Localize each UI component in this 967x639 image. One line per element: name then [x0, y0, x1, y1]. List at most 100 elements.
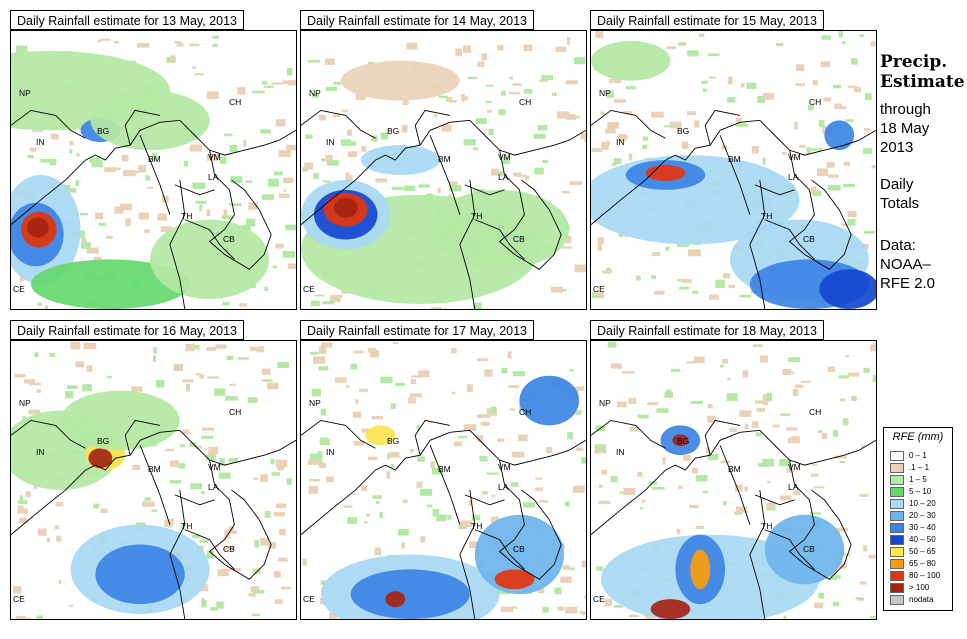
- rain-speckle: [721, 145, 728, 150]
- rain-speckle: [80, 212, 88, 216]
- rain-speckle: [169, 480, 182, 484]
- rain-speckle: [436, 514, 447, 522]
- rain-speckle: [123, 169, 136, 177]
- rain-speckle: [683, 455, 691, 461]
- rain-speckle: [93, 256, 102, 261]
- rain-speckle: [606, 267, 612, 271]
- country-label-in: IN: [326, 137, 335, 147]
- rain-speckle: [859, 493, 869, 497]
- rain-speckle: [80, 242, 91, 249]
- rain-speckle: [810, 148, 824, 151]
- country-label-np: NP: [309, 398, 321, 408]
- rain-speckle: [594, 291, 604, 297]
- rain-speckle: [628, 397, 637, 404]
- country-label-cb: CB: [803, 234, 815, 244]
- rain-speckle: [387, 453, 391, 460]
- rain-speckle: [194, 73, 205, 76]
- rain-speckle: [823, 97, 832, 102]
- rain-speckle: [707, 453, 719, 461]
- rain-speckle: [810, 186, 817, 195]
- rain-speckle: [537, 586, 545, 594]
- rain-speckle: [542, 159, 549, 164]
- rain-speckle: [565, 80, 578, 85]
- rain-area: [90, 90, 210, 151]
- rain-speckle: [555, 46, 567, 52]
- rain-speckle: [834, 455, 847, 459]
- map-panel-15-may: Daily Rainfall estimate for 15 May, 2013…: [590, 10, 877, 310]
- rain-speckle: [181, 524, 185, 529]
- rain-speckle: [210, 607, 218, 611]
- rain-speckle: [369, 350, 380, 358]
- country-label-th: TH: [181, 521, 193, 531]
- rain-speckle: [229, 203, 242, 207]
- country-label-th: TH: [471, 211, 483, 221]
- rain-speckle: [656, 408, 669, 413]
- rain-speckle: [44, 305, 49, 309]
- rain-speckle: [403, 185, 416, 192]
- rain-speckle: [535, 487, 543, 492]
- rain-speckle: [471, 514, 481, 521]
- rain-speckle: [566, 114, 576, 120]
- rain-speckle: [682, 141, 689, 150]
- rain-speckle: [864, 230, 876, 234]
- rain-speckle: [19, 495, 23, 503]
- rain-speckle: [407, 397, 416, 404]
- rain-speckle: [418, 184, 430, 188]
- rain-speckle: [628, 153, 633, 161]
- rain-speckle: [608, 78, 622, 84]
- legend-swatch: [890, 571, 904, 581]
- country-label-th: TH: [181, 211, 193, 221]
- rain-speckle: [705, 447, 711, 454]
- rain-speckle: [278, 149, 291, 158]
- legend-label: 80 – 100: [909, 571, 941, 580]
- rain-speckle: [319, 346, 327, 354]
- rain-speckle: [836, 562, 847, 569]
- legend-label: 5 – 10: [909, 487, 932, 496]
- rain-speckle: [274, 599, 283, 605]
- rain-speckle: [488, 128, 494, 136]
- rain-area: [340, 60, 460, 101]
- rain-speckle: [722, 359, 729, 364]
- rain-speckle: [347, 517, 357, 524]
- rainfall-map-graphic: [301, 37, 586, 309]
- rainfall-map: NP CH IN BG BM VM LA TH CB CE: [300, 340, 587, 620]
- rain-speckle: [783, 615, 787, 619]
- rainfall-map: NP CH IN BG BM VM LA TH CB CE: [10, 340, 297, 620]
- rain-speckle: [845, 119, 854, 123]
- rain-speckle: [416, 481, 423, 488]
- rain-speckle: [735, 117, 742, 124]
- rain-speckle: [83, 342, 97, 350]
- rain-speckle: [839, 398, 846, 402]
- country-label-la: LA: [788, 172, 799, 182]
- rain-speckle: [353, 440, 365, 446]
- rain-speckle: [569, 369, 574, 372]
- rain-speckle: [333, 81, 345, 85]
- legend-swatch: [890, 595, 904, 605]
- rain-area: [690, 549, 711, 590]
- rain-area: [474, 514, 565, 595]
- rain-area: [764, 514, 845, 585]
- rain-speckle: [843, 161, 851, 166]
- rain-speckle: [600, 141, 609, 150]
- country-label-ce: CE: [303, 284, 315, 294]
- legend-label: 0 – 1: [909, 451, 927, 460]
- rain-speckle: [106, 375, 112, 379]
- rain-speckle: [390, 464, 394, 468]
- rain-speckle: [271, 82, 283, 85]
- rain-speckle: [481, 53, 488, 61]
- legend-swatch: [890, 463, 904, 473]
- rain-speckle: [174, 41, 182, 44]
- rain-speckle: [545, 446, 552, 454]
- rain-speckle: [371, 135, 378, 142]
- rain-speckle: [431, 467, 444, 475]
- rain-speckle: [189, 144, 203, 152]
- country-label-np: NP: [309, 88, 321, 98]
- rain-speckle: [766, 502, 775, 509]
- rain-speckle: [859, 581, 867, 585]
- rain-speckle: [153, 347, 157, 354]
- rain-speckle: [332, 114, 340, 118]
- rain-speckle: [241, 224, 251, 230]
- rain-area: [95, 544, 185, 605]
- rain-speckle: [347, 151, 358, 157]
- rain-speckle: [827, 366, 836, 373]
